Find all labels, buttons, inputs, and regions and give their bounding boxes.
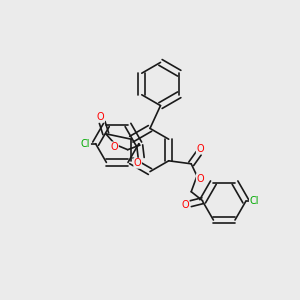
Text: O: O — [196, 174, 204, 184]
Text: O: O — [196, 144, 204, 154]
Text: Cl: Cl — [250, 196, 259, 206]
Text: O: O — [134, 158, 141, 168]
Text: O: O — [97, 112, 104, 122]
Text: O: O — [182, 200, 189, 210]
Text: Cl: Cl — [81, 139, 90, 149]
Text: O: O — [111, 142, 118, 152]
